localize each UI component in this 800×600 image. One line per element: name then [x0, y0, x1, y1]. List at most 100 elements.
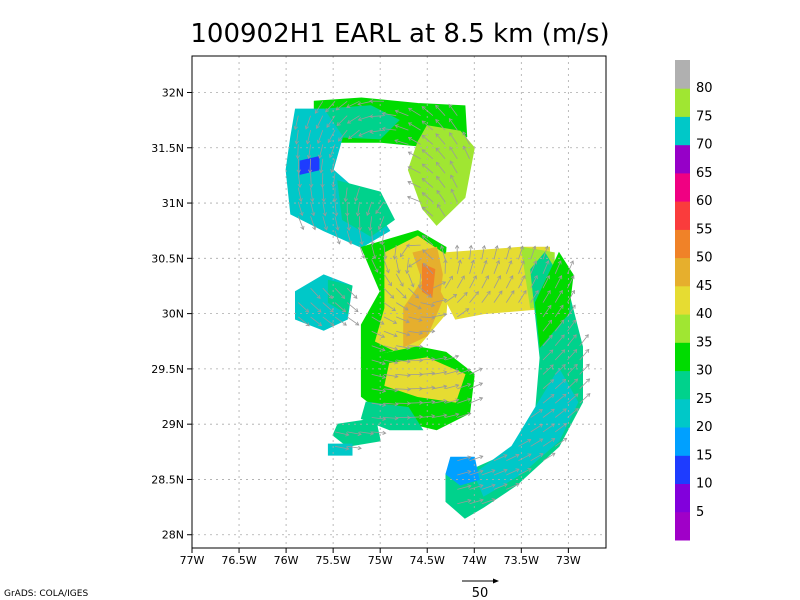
colorbar-swatch	[675, 370, 690, 400]
wind-vector	[369, 99, 384, 104]
wind-vector	[407, 166, 421, 174]
wind-vector	[542, 408, 555, 418]
wind-vector	[408, 414, 424, 420]
wind-vector	[359, 244, 366, 260]
colorbar-label: 10	[696, 477, 713, 492]
x-tick-label: 76W	[274, 554, 299, 567]
colorbar-swatch	[675, 229, 690, 259]
wind-vector	[407, 122, 421, 131]
wind-vector	[406, 195, 421, 203]
wind-vector	[518, 453, 532, 462]
y-tick-label: 31N	[162, 197, 184, 210]
wind-vector	[420, 329, 436, 334]
wind-vector	[310, 216, 317, 231]
wind-vector	[468, 244, 473, 260]
wind-region-southwest-patch	[332, 418, 381, 447]
wind-vector	[310, 287, 321, 299]
wind-region-west-lobe-edge	[327, 279, 353, 315]
wind-vector	[408, 287, 420, 299]
wind-vector	[469, 382, 484, 390]
wind-vector	[369, 114, 384, 119]
wind-vector	[297, 216, 305, 231]
colorbar-swatch	[675, 511, 690, 541]
wind-vector	[481, 275, 489, 289]
reference-arrow-head	[493, 578, 499, 584]
wind-vector	[554, 349, 566, 361]
colorbar: 5 10 15 20 25 30 35 40 45 50 55 60 65 70 75 80	[675, 60, 713, 541]
wind-vector	[457, 397, 472, 404]
y-tick-label: 28.5N	[151, 473, 184, 486]
wind-vector	[542, 452, 556, 462]
wind-vector	[542, 438, 556, 447]
colorbar-swatch	[675, 201, 690, 230]
wind-vector	[421, 206, 434, 217]
wind-vector	[334, 431, 350, 437]
wind-vector	[383, 374, 399, 379]
wind-vector	[554, 319, 565, 332]
wind-vector	[381, 126, 397, 132]
wind-vector	[554, 437, 568, 447]
wind-vector	[383, 302, 396, 312]
x-tick-label: 76.5W	[221, 554, 256, 567]
colorbar-label: 50	[696, 251, 713, 266]
wind-vector	[371, 402, 387, 407]
wind-vector	[421, 192, 434, 203]
wind-vector	[383, 359, 399, 365]
wind-vector	[417, 273, 423, 289]
wind-vector	[481, 244, 487, 260]
wind-vector	[347, 129, 360, 140]
wind-vector	[357, 216, 362, 232]
wind-vector	[394, 124, 409, 131]
colorbar-swatch	[675, 88, 690, 117]
plot-frame	[191, 55, 607, 549]
wind-vector	[343, 187, 348, 203]
wind-vector	[304, 115, 311, 130]
colorbar-label: 60	[696, 194, 713, 209]
wind-vector	[421, 149, 434, 160]
colorbar-swatch	[675, 314, 690, 343]
wind-vector	[408, 344, 424, 349]
wind-vector	[307, 158, 313, 174]
wind-vector	[481, 498, 496, 505]
wind-vector	[457, 498, 472, 505]
wind-vector-layer	[293, 99, 591, 505]
wind-vector	[435, 104, 446, 116]
wind-vector	[297, 173, 302, 188]
wind-vector	[436, 175, 446, 188]
wind-vector	[530, 289, 539, 303]
wind-vector	[338, 129, 348, 142]
credit-text: GrADS: COLA/IGES	[4, 589, 88, 599]
wind-vector	[469, 469, 484, 476]
wind-vector	[437, 203, 446, 217]
wind-vector	[395, 259, 401, 274]
wind-vector	[432, 281, 447, 289]
wind-vector	[567, 260, 574, 274]
y-tick-label: 30.5N	[151, 252, 184, 265]
wind-vector	[377, 216, 385, 231]
wind-vector	[554, 393, 567, 404]
wind-vector	[383, 345, 399, 351]
wind-vector	[567, 408, 579, 418]
wind-vector	[567, 334, 577, 346]
colorbar-label: 5	[696, 505, 704, 520]
wind-vector	[395, 287, 407, 299]
colorbar-label: 75	[696, 110, 713, 125]
wind-vector	[542, 274, 550, 289]
wind-vector	[310, 302, 322, 313]
wind-vector	[432, 370, 448, 375]
wind-vector	[469, 455, 484, 462]
wind-vector	[383, 287, 395, 299]
wind-vector	[355, 201, 361, 217]
x-tick-label: 73W	[556, 554, 581, 567]
wind-region-northeast-band	[407, 125, 475, 226]
wind-vector	[347, 431, 362, 437]
wind-vector	[554, 408, 567, 418]
wind-vector	[542, 304, 552, 318]
wind-vector	[420, 399, 436, 405]
wind-vector	[325, 101, 336, 113]
wind-vector	[420, 315, 436, 320]
wind-vector	[396, 316, 410, 324]
wind-vector	[506, 468, 520, 476]
y-axis: 28N 28.5N 29N 29.5N 30N 30.5N 31N 31.5N 32N	[151, 86, 192, 542]
